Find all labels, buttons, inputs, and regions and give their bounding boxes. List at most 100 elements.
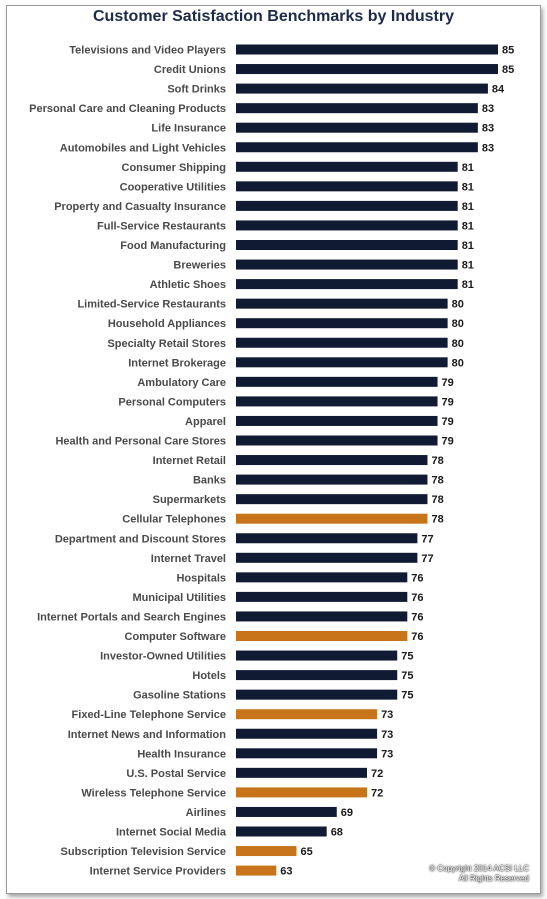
category-label: Life Insurance bbox=[151, 123, 226, 135]
bar bbox=[236, 318, 448, 329]
value-label: 80 bbox=[452, 338, 464, 350]
category-label: Athletic Shoes bbox=[150, 279, 226, 291]
bar bbox=[236, 122, 478, 133]
bar bbox=[236, 220, 458, 231]
copyright-notice: © Copyright 2014 ACSI LLC All Rights Res… bbox=[429, 864, 529, 884]
bar bbox=[236, 44, 498, 55]
bar bbox=[236, 474, 428, 485]
bar bbox=[236, 455, 428, 466]
bar bbox=[236, 200, 458, 211]
bar bbox=[236, 806, 337, 817]
category-label: Apparel bbox=[185, 416, 226, 428]
category-label: U.S. Postal Service bbox=[126, 768, 226, 780]
bar bbox=[236, 552, 418, 563]
bar bbox=[236, 181, 458, 192]
category-label: Supermarkets bbox=[153, 494, 226, 506]
bar bbox=[236, 826, 327, 837]
value-label: 77 bbox=[421, 533, 433, 545]
category-label: Cellular Telephones bbox=[122, 514, 226, 526]
value-label: 81 bbox=[462, 240, 474, 252]
value-label: 78 bbox=[431, 455, 443, 467]
value-label: 85 bbox=[502, 45, 514, 57]
value-label: 65 bbox=[300, 846, 312, 858]
value-label: 73 bbox=[381, 748, 393, 760]
bar bbox=[236, 787, 367, 798]
category-label: Internet Travel bbox=[151, 553, 226, 565]
category-label: Automobiles and Light Vehicles bbox=[60, 142, 226, 154]
category-label: Computer Software bbox=[125, 631, 226, 643]
category-label: Consumer Shipping bbox=[122, 162, 227, 174]
value-label: 76 bbox=[411, 611, 423, 623]
bar bbox=[236, 103, 478, 114]
category-label: Health Insurance bbox=[137, 748, 226, 760]
category-label: Wireless Telephone Service bbox=[81, 787, 226, 799]
bar bbox=[236, 396, 438, 407]
bar bbox=[236, 494, 428, 505]
value-label: 81 bbox=[462, 279, 474, 291]
category-label: Gasoline Stations bbox=[133, 690, 226, 702]
category-label: Internet News and Information bbox=[68, 729, 227, 741]
value-label: 75 bbox=[401, 651, 413, 663]
category-label: Credit Unions bbox=[154, 64, 226, 76]
value-label: 72 bbox=[371, 787, 383, 799]
bar bbox=[236, 728, 378, 739]
value-label: 83 bbox=[482, 103, 494, 115]
category-label: Full-Service Restaurants bbox=[97, 220, 226, 232]
value-label: 78 bbox=[431, 514, 443, 526]
category-label: Limited-Service Restaurants bbox=[77, 299, 226, 311]
category-label: Specialty Retail Stores bbox=[107, 338, 226, 350]
bar bbox=[236, 689, 398, 700]
category-label: Fixed-Line Telephone Service bbox=[72, 709, 226, 721]
category-label: Property and Casualty Insurance bbox=[54, 201, 226, 213]
value-label: 83 bbox=[482, 123, 494, 135]
bar bbox=[236, 631, 408, 641]
category-label: Hotels bbox=[192, 670, 226, 682]
bar bbox=[236, 846, 297, 857]
value-label: 68 bbox=[331, 827, 343, 839]
value-label: 80 bbox=[452, 357, 464, 369]
value-label: 79 bbox=[442, 436, 454, 448]
value-label: 80 bbox=[452, 299, 464, 311]
bar bbox=[236, 611, 408, 622]
bar bbox=[236, 376, 438, 387]
bar bbox=[236, 83, 488, 94]
bar bbox=[236, 435, 438, 446]
bar bbox=[236, 513, 428, 524]
value-label: 81 bbox=[462, 162, 474, 174]
category-label: Airlines bbox=[186, 807, 226, 819]
category-label: Ambulatory Care bbox=[137, 377, 226, 389]
value-label: 84 bbox=[492, 84, 505, 96]
value-label: 72 bbox=[371, 768, 383, 780]
bar bbox=[236, 670, 398, 681]
bar bbox=[236, 259, 458, 270]
value-label: 78 bbox=[431, 475, 443, 487]
value-label: 73 bbox=[381, 729, 393, 741]
value-label: 77 bbox=[421, 553, 433, 565]
bar bbox=[236, 572, 408, 583]
category-label: Soft Drinks bbox=[167, 84, 226, 96]
category-label: Internet Service Providers bbox=[90, 866, 226, 878]
category-label: Food Manufacturing bbox=[120, 240, 226, 252]
value-label: 75 bbox=[401, 670, 413, 682]
bar bbox=[236, 337, 448, 348]
category-label: Cooperative Utilities bbox=[120, 181, 226, 193]
category-label: Department and Discount Stores bbox=[55, 533, 226, 545]
copyright-line-2: All Rights Reserved bbox=[458, 874, 529, 883]
bar bbox=[236, 64, 498, 75]
bar bbox=[236, 748, 378, 759]
bar bbox=[236, 357, 448, 368]
value-label: 79 bbox=[442, 396, 454, 408]
value-label: 76 bbox=[411, 592, 423, 604]
category-label: Health and Personal Care Stores bbox=[55, 436, 226, 448]
category-label: Breweries bbox=[173, 260, 226, 272]
value-label: 73 bbox=[381, 709, 393, 721]
value-label: 85 bbox=[502, 64, 514, 76]
value-label: 81 bbox=[462, 260, 474, 272]
category-label: Internet Portals and Search Engines bbox=[37, 611, 226, 623]
category-label: Internet Brokerage bbox=[128, 357, 226, 369]
value-label: 78 bbox=[431, 494, 443, 506]
category-label: Subscription Television Service bbox=[61, 846, 226, 858]
bar bbox=[236, 298, 448, 309]
value-label: 80 bbox=[452, 318, 464, 330]
